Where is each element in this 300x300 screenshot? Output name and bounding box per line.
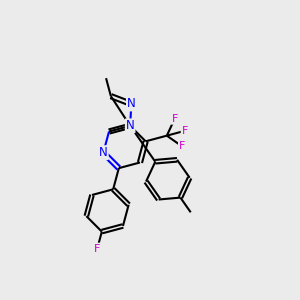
Text: N: N — [99, 146, 108, 159]
Text: N: N — [127, 98, 136, 110]
Text: N: N — [126, 119, 134, 132]
Text: F: F — [182, 126, 188, 136]
Text: F: F — [172, 114, 178, 124]
Text: F: F — [94, 244, 101, 254]
Text: F: F — [179, 141, 185, 151]
